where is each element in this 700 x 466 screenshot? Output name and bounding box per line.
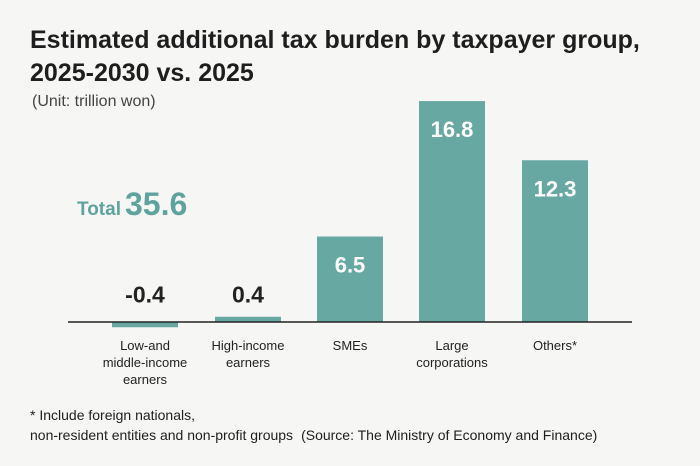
bar-2 (317, 236, 383, 322)
source-note: (Source: The Ministry of Economy and Fin… (301, 427, 598, 443)
bar-3 (419, 101, 485, 322)
category-label-1: High-income earners (212, 338, 285, 370)
value-label-3: 16.8 (431, 117, 474, 142)
category-label-2: SMEs (333, 338, 368, 353)
chart-title-line-2: 2025-2030 vs. 2025 (30, 59, 254, 87)
footnote: * Include foreign nationals, non-residen… (30, 405, 690, 445)
category-label-3: Large corporations (416, 338, 488, 370)
footnote-line-1: * Include foreign nationals, (30, 407, 195, 423)
total-annotation: Total 35.6 (77, 186, 187, 223)
unit-label: (Unit: trillion won) (32, 93, 156, 110)
value-label-2: 6.5 (335, 253, 366, 278)
value-label-0: -0.4 (125, 282, 165, 308)
bar-4 (522, 160, 588, 322)
value-label-1: 0.4 (232, 282, 264, 308)
chart-title: Estimated additional tax burden by taxpa… (30, 24, 670, 90)
footnote-line-2: non-resident entities and non-profit gro… (30, 427, 294, 443)
total-label: Total (77, 199, 121, 220)
bar-1 (215, 316, 281, 322)
category-label-0: Low-and middle-income earners (103, 338, 188, 387)
value-label-4: 12.3 (534, 176, 577, 201)
total-value: 35.6 (124, 186, 188, 222)
bar-0 (112, 322, 178, 328)
chart-title-line-1: Estimated additional tax burden by taxpa… (30, 26, 640, 54)
category-label-4: Others* (533, 338, 577, 353)
